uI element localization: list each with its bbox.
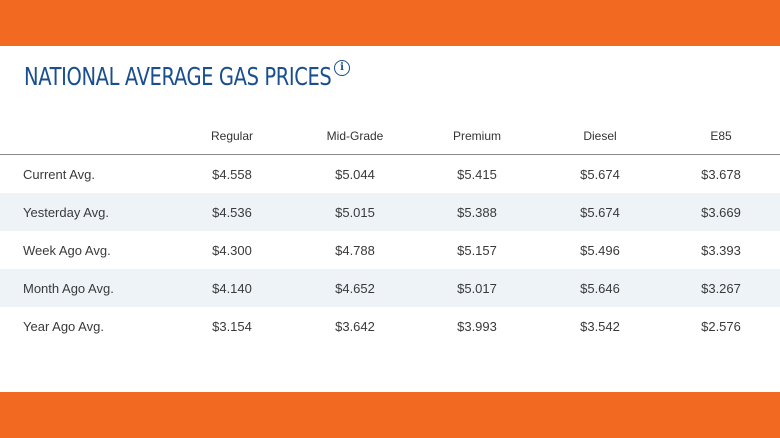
price-cell: $2.576 <box>701 318 741 334</box>
price-cell: $5.044 <box>335 166 375 182</box>
top-banner <box>0 0 780 46</box>
table-row: Yesterday Avg. $4.536 $5.015 $5.388 $5.6… <box>0 193 780 231</box>
row-label: Year Ago Avg. <box>23 318 104 334</box>
price-cell: $5.646 <box>538 269 662 307</box>
price-cell: $4.558 <box>212 166 252 182</box>
gas-prices-table: Regular Mid-Grade Premium Diesel E85 Cur… <box>0 118 780 345</box>
price-cell: $5.415 <box>457 166 497 182</box>
price-cell: $4.300 <box>212 242 252 258</box>
price-cell: $5.015 <box>294 193 416 231</box>
price-cell: $5.674 <box>580 166 620 182</box>
price-cell: $3.154 <box>212 318 252 334</box>
price-cell: $4.536 <box>170 193 294 231</box>
table-header-row: Regular Mid-Grade Premium Diesel E85 <box>0 118 780 155</box>
price-cell: $3.267 <box>662 269 780 307</box>
header-regular: Regular <box>170 118 294 155</box>
header-premium: Premium <box>416 118 538 155</box>
price-cell: $5.157 <box>457 242 497 258</box>
price-cell: $4.140 <box>170 269 294 307</box>
table-row: Month Ago Avg. $4.140 $4.652 $5.017 $5.6… <box>0 269 780 307</box>
header-corner <box>0 118 170 155</box>
table-row: Current Avg. $4.558 $5.044 $5.415 $5.674… <box>0 155 780 194</box>
price-cell: $5.674 <box>538 193 662 231</box>
price-cell: $5.496 <box>580 242 620 258</box>
price-cell: $5.017 <box>416 269 538 307</box>
table-row: Year Ago Avg. $3.154 $3.642 $3.993 $3.54… <box>0 307 780 345</box>
price-cell: $3.669 <box>662 193 780 231</box>
header-mid-grade: Mid-Grade <box>294 118 416 155</box>
price-cell: $4.788 <box>335 242 375 258</box>
price-cell: $3.642 <box>335 318 375 334</box>
page-title: NATIONAL AVERAGE GAS PRICES <box>24 62 332 91</box>
header-e85: E85 <box>662 118 780 155</box>
price-cell: $3.542 <box>580 318 620 334</box>
row-label: Month Ago Avg. <box>0 269 170 307</box>
row-label: Yesterday Avg. <box>0 193 170 231</box>
price-cell: $3.993 <box>457 318 497 334</box>
table-row: Week Ago Avg. $4.300 $4.788 $5.157 $5.49… <box>0 231 780 269</box>
row-label: Current Avg. <box>23 166 96 182</box>
price-cell: $5.388 <box>416 193 538 231</box>
price-cell: $3.393 <box>701 242 741 258</box>
bottom-banner <box>0 392 780 438</box>
info-icon[interactable]: i <box>334 60 350 76</box>
row-label: Week Ago Avg. <box>23 242 111 258</box>
price-cell: $3.678 <box>701 166 741 182</box>
title-area: NATIONAL AVERAGE GAS PRICES i <box>24 60 454 94</box>
price-cell: $4.652 <box>294 269 416 307</box>
header-diesel: Diesel <box>538 118 662 155</box>
